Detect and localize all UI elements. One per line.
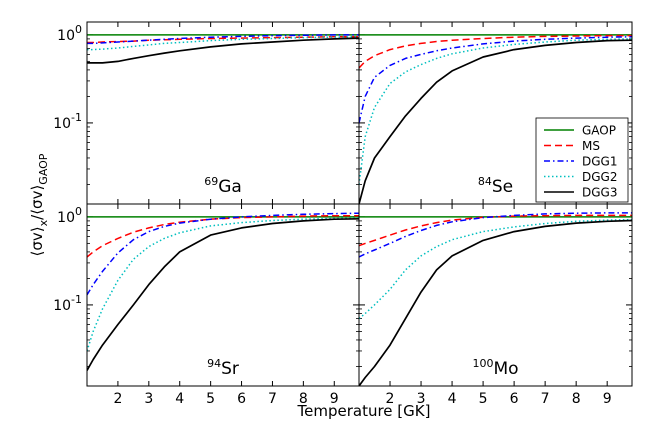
legend-label-gaop: GAOP [582,124,616,138]
series-line-dgg1 [87,212,359,296]
panel-label: 94Sr [207,357,239,379]
series-line-dgg3 [87,37,359,64]
x-tick-label: 7 [268,391,277,407]
x-tick-label: 9 [330,391,339,407]
panel-label: 84Se [478,175,513,197]
y-axis-label-sub: x [37,219,50,226]
x-tick-label: 8 [572,391,581,407]
svg-text:⟨σv⟩x/⟨σv⟩GAOP: ⟨σv⟩x/⟨σv⟩GAOP [28,153,50,256]
y-tick-label: 100 [57,205,82,226]
y-tick-label: 100 [57,23,82,44]
y-tick-label: 10-1 [53,111,82,132]
series-line-dgg2 [87,217,359,352]
legend-label-dgg2: DGG2 [582,170,617,184]
legend-box [535,117,629,203]
panel-label: 100Mo [472,357,518,379]
series-line-dgg1 [359,36,632,124]
series-line-ms [87,36,359,44]
y-axis-label-sub2: GAOP [37,153,50,185]
x-tick-label: 3 [417,391,426,407]
legend-label-dgg1: DGG1 [582,155,617,169]
series-line-ms [359,214,632,247]
panel-mo: 2 3 4 5 6 7 8 9 100Mo [358,203,633,407]
x-tick-label: 7 [541,391,550,407]
y-axis-label: ⟨σv⟩x/⟨σv⟩GAOP [28,153,50,256]
x-tick-label: 8 [299,391,308,407]
legend-label-dgg3: DGG3 [582,186,617,200]
y-axis-label-main: ⟨σv⟩ [28,226,46,256]
series-line-ms [87,214,359,258]
x-tick-label: 4 [448,391,457,407]
legend-label-ms: MS [582,139,600,153]
series-group [359,212,632,386]
panel-ga: 100 10-1 69Ga [53,21,360,205]
x-tick-label: 5 [206,391,215,407]
panel-frame [358,203,633,387]
y-axis-label-mid: /⟨σv⟩ [28,185,46,220]
y-tick-label: 10-1 [53,293,82,314]
series-group [87,212,359,371]
x-axis-label: Temperature [GK] [297,402,431,420]
x-tick-label: 2 [113,391,122,407]
x-tick-label: 2 [386,391,395,407]
x-tick-label: 4 [175,391,184,407]
series-line-dgg3 [359,39,632,204]
series-group [359,34,632,204]
series-group [87,34,359,64]
series-line-ms [359,34,632,69]
series-line-dgg1 [87,34,359,45]
series-line-dgg1 [359,212,632,258]
series-line-dgg3 [359,219,632,386]
x-tick-label: 5 [479,391,488,407]
x-tick-label: 6 [510,391,519,407]
x-tick-label: 3 [144,391,153,407]
panel-sr: 100 10-1 2 3 4 5 6 7 8 9 94Sr [53,203,360,407]
series-line-dgg2 [87,36,359,51]
series-line-dgg3 [87,217,359,371]
series-line-dgg2 [359,38,632,185]
panel-label: 69Ga [204,175,242,197]
x-tick-label: 9 [603,391,612,407]
panels-layer: 100 10-1 69Ga 84Se 100 10-1 2 3 4 5 6 7 8 9 94Sr 2 3 4 5 6 7… [53,21,633,407]
series-line-dgg2 [359,218,632,320]
panel-se: 84Se [358,21,633,205]
x-tick-label: 6 [237,391,246,407]
